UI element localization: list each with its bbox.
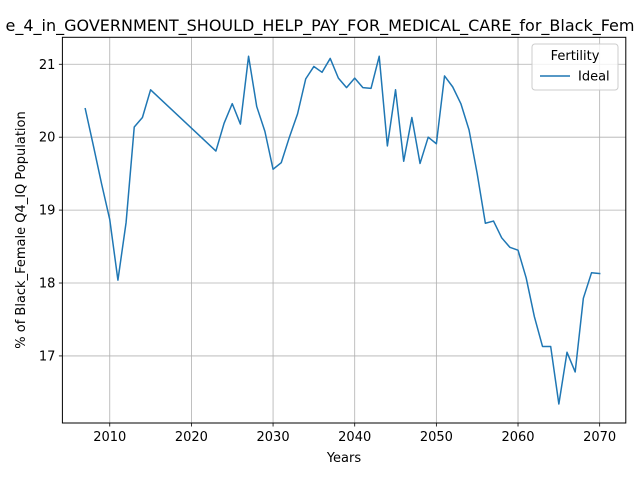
plot-area-frame [61, 36, 627, 424]
x-tick-label: 2010 [93, 430, 126, 445]
y-axis-label: % of Black_Female Q4_IQ Population [14, 111, 29, 348]
y-tick-label: 20 [39, 131, 56, 146]
series-layer [84, 55, 601, 405]
x-axis: 2010 2020 2030 2040 2050 2060 2070 [93, 423, 616, 445]
legend-label-ideal: Ideal [578, 70, 610, 85]
legend-title: Fertility [551, 49, 600, 64]
x-tick-label: 2030 [257, 430, 290, 445]
y-tick-label: 21 [39, 58, 56, 73]
grid [62, 37, 626, 423]
y-tick-label: 17 [39, 349, 56, 364]
series-ideal [84, 55, 601, 405]
x-tick-label: 2050 [420, 430, 453, 445]
y-tick-label: 18 [39, 277, 56, 292]
chart-title: e_4_in_GOVERNMENT_SHOULD_HELP_PAY_FOR_ME… [6, 16, 635, 36]
legend-box [531, 43, 619, 91]
x-tick-label: 2070 [583, 430, 616, 445]
y-tick-label: 19 [39, 204, 56, 219]
x-axis-label: Years [326, 451, 362, 466]
x-tick-label: 2020 [175, 430, 208, 445]
x-tick-label: 2060 [501, 430, 534, 445]
y-axis: 17 18 19 20 21 [39, 58, 63, 364]
x-tick-label: 2040 [338, 430, 371, 445]
series-line-ideal [84, 55, 601, 405]
legend: Fertility Ideal [531, 43, 619, 91]
